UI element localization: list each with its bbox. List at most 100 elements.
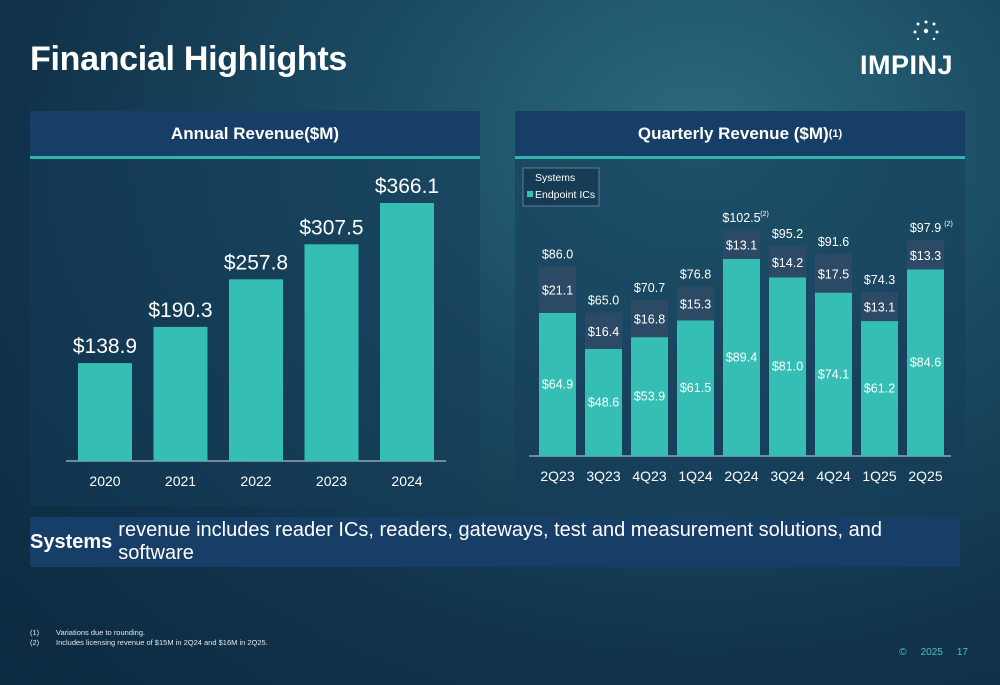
footnote-2-num: (2) [30, 638, 40, 647]
total-value-label: $86.0 [542, 247, 573, 261]
banner-bold: Systems [30, 530, 113, 553]
systems-value-label: $13.1 [726, 238, 757, 252]
annual-value-label: $366.1 [375, 175, 439, 198]
quarterly-revenue-footnote-ref: (1) [828, 127, 843, 140]
systems-value-label: $17.5 [818, 267, 849, 281]
total-value-label: $76.8 [680, 268, 711, 282]
quarterly-revenue-title: Quarterly Revenue ($M) [637, 123, 829, 143]
total-value-label: $74.3 [864, 273, 895, 287]
systems-value-label: $14.2 [772, 256, 803, 270]
total-value-label: $70.7 [634, 281, 665, 295]
total-value-label: $102.5 [722, 211, 760, 225]
annual-value-label: $190.3 [148, 299, 212, 322]
page-title: Financial Highlights [30, 40, 348, 78]
endpoint-value-label: $74.1 [818, 367, 849, 381]
annual-revenue-header: Annual Revenue($M) [30, 111, 480, 159]
endpoint-bar [769, 277, 806, 456]
endpoint-bar [861, 321, 898, 456]
footnote-2-text: Includes licensing revenue of $15M in 2Q… [56, 638, 268, 647]
annual-tick-label: 2024 [391, 473, 422, 489]
quarterly-revenue-header: Quarterly Revenue ($M) (1) [515, 111, 965, 159]
systems-bar [539, 266, 576, 313]
total-value-label: $95.2 [772, 227, 803, 241]
annual-bar [229, 279, 283, 461]
annual-tick-label: 2023 [316, 473, 347, 489]
endpoint-bar [585, 348, 622, 456]
annual-value-label: $138.9 [73, 335, 137, 358]
annual-revenue-chart: $138.9 2020 $190.3 2021 $257.8 2022 $307.5 2023… [66, 175, 446, 489]
systems-bar [769, 246, 806, 278]
copyright-year: 2025 [920, 647, 943, 658]
page-footer: © 2025 17 [899, 647, 968, 658]
quarterly-revenue-chart: Systems Endpoint ICs $64.9 $21.1 $86.0 2Q23 $4… [522, 167, 953, 484]
legend-box [522, 167, 600, 207]
endpoint-bar [677, 320, 714, 456]
annual-tick-label: 2022 [240, 473, 271, 489]
endpoint-value-label: $64.9 [542, 377, 573, 391]
systems-note-banner: Systems revenue includes reader ICs, rea… [30, 517, 960, 567]
footnote-1-text: Variations due to rounding. [56, 628, 146, 637]
page-number: 17 [956, 647, 968, 658]
quarterly-tick-label: 2Q25 [908, 468, 942, 484]
endpoint-value-label: $89.4 [726, 350, 757, 364]
footnote-1: (1) Variations due to rounding. [30, 628, 145, 637]
total-footnote-ref: (2) [944, 221, 953, 228]
footnote-2: (2) Includes licensing revenue of $15M in… [30, 638, 268, 647]
company-logo: IMPINJ [860, 20, 970, 80]
annual-bar [78, 363, 132, 461]
endpoint-value-label: $48.6 [588, 395, 619, 409]
endpoint-bar [539, 312, 576, 456]
logo-text: IMPINJ [860, 50, 954, 80]
quarterly-tick-label: 2Q24 [724, 468, 758, 484]
endpoint-value-label: $81.0 [772, 360, 803, 374]
annual-value-label: $257.8 [224, 251, 288, 274]
systems-value-label: $15.3 [680, 298, 711, 312]
endpoint-bar [631, 337, 668, 456]
endpoint-value-label: $84.6 [910, 356, 941, 370]
footnote-1-num: (1) [30, 628, 40, 637]
systems-bar [861, 292, 898, 322]
endpoint-value-label: $61.5 [680, 381, 711, 395]
endpoint-value-label: $53.9 [634, 390, 665, 404]
endpoint-value-label: $61.2 [864, 382, 895, 396]
annual-tick-label: 2020 [89, 473, 120, 489]
legend-endpoint-label: Endpoint ICs [535, 189, 595, 201]
annual-bar [304, 244, 359, 461]
total-footnote-ref: (2) [760, 211, 769, 218]
systems-bar [677, 286, 714, 321]
legend-systems-label: Systems [535, 172, 575, 184]
systems-bar [815, 254, 852, 293]
endpoint-bar [815, 292, 852, 456]
systems-bar [631, 300, 668, 338]
annual-bar [380, 203, 434, 461]
legend-endpoint-swatch [527, 191, 533, 197]
quarterly-tick-label: 4Q23 [632, 468, 666, 484]
copyright-symbol: © [899, 647, 907, 658]
systems-bar [907, 240, 944, 270]
total-value-label: $91.6 [818, 235, 849, 249]
quarterly-tick-label: 3Q23 [586, 468, 620, 484]
quarterly-tick-label: 2Q23 [540, 468, 574, 484]
quarterly-tick-label: 4Q24 [816, 468, 850, 484]
systems-bar [585, 312, 622, 349]
systems-value-label: $13.1 [864, 301, 895, 315]
systems-value-label: $16.8 [634, 313, 665, 327]
annual-value-label: $307.5 [299, 216, 363, 239]
total-value-label: $65.0 [588, 294, 619, 308]
banner-text: revenue includes reader ICs, readers, ga… [118, 519, 883, 564]
annual-revenue-panel: Annual Revenue($M) $138.9 2020 $190.3 2021 $… [30, 111, 480, 506]
annual-tick-label: 2021 [165, 473, 196, 489]
total-value-label: $97.9 [910, 221, 941, 235]
annual-bar [153, 326, 208, 461]
logo-mark-icon [913, 20, 939, 41]
endpoint-bar [723, 258, 760, 456]
systems-bar [723, 230, 760, 259]
quarterly-tick-label: 3Q24 [770, 468, 804, 484]
quarterly-revenue-panel: Quarterly Revenue ($M) (1) Systems Endpoin… [515, 111, 965, 506]
systems-value-label: $13.3 [910, 249, 941, 263]
endpoint-bar [907, 269, 944, 456]
quarterly-tick-label: 1Q25 [862, 468, 896, 484]
quarterly-tick-label: 1Q24 [678, 468, 712, 484]
systems-value-label: $21.1 [542, 284, 573, 298]
systems-value-label: $16.4 [588, 325, 619, 339]
